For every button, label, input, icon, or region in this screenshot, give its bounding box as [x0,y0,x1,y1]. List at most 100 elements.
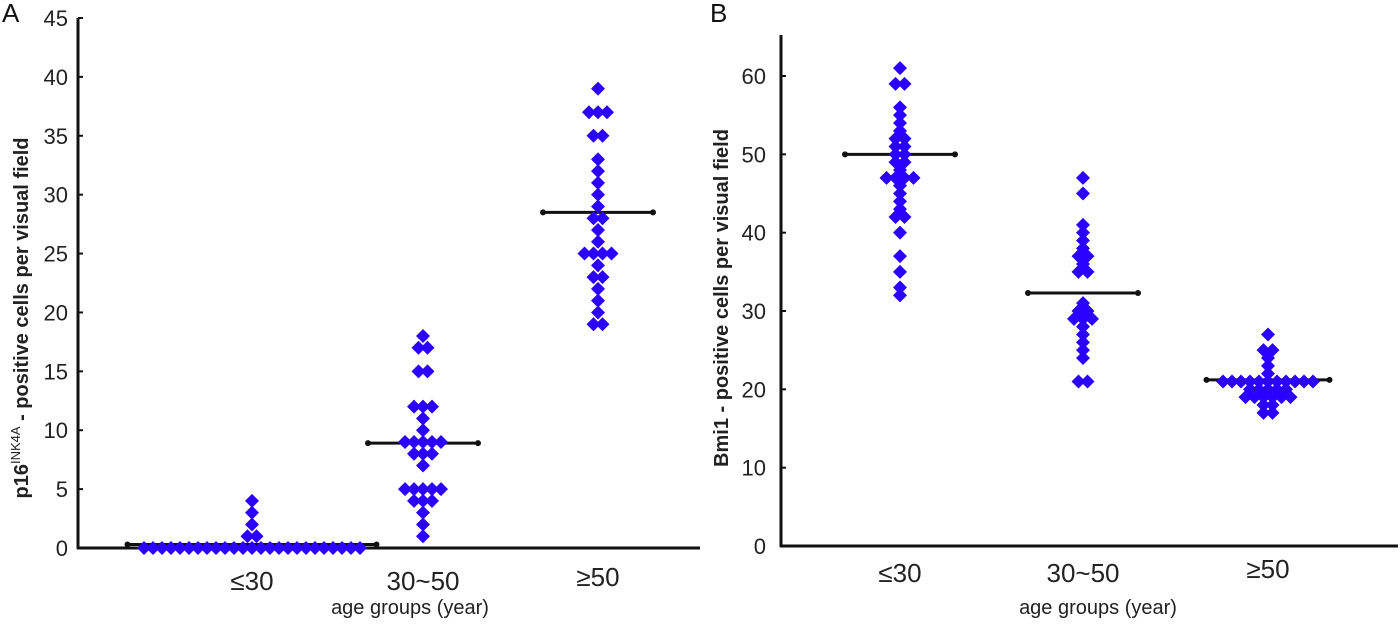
data-point [1265,398,1280,412]
data-point [245,505,259,520]
data-point [434,482,448,497]
data-point [591,199,605,214]
data-point [353,541,367,555]
data-point [1085,311,1099,326]
data-point [1076,343,1090,358]
data-point [1234,374,1248,389]
data-point [893,194,907,209]
data-point [1247,390,1262,405]
data-point [182,541,196,555]
data-point [1076,351,1090,365]
y-tick-label: 5 [56,477,68,502]
data-point [254,541,268,555]
data-point [591,281,605,296]
data-point [591,164,605,179]
mean-line-cap [1203,376,1210,383]
x-category-label: 30~50 [1046,558,1119,588]
data-point [591,258,605,273]
data-point [591,152,605,167]
data-point [893,116,907,130]
data-point [591,223,605,237]
data-point [416,458,430,473]
data-point [420,340,435,355]
data-point [416,517,430,532]
x-category-label: ≤30 [230,566,273,596]
data-point [1071,264,1086,279]
data-point [893,249,907,264]
data-point [595,270,610,285]
data-point [1080,264,1095,279]
data-point [164,541,178,555]
data-point [227,541,241,555]
mean-line-cap [1025,289,1031,296]
data-point [1243,374,1257,389]
data-point [897,76,912,91]
data-point [888,131,903,146]
data-point [897,139,912,154]
data-point [416,446,430,461]
data-point [245,493,259,508]
data-point [416,329,430,343]
data-point [1274,390,1289,405]
data-point [245,517,259,532]
data-point [591,293,605,308]
data-point [317,541,331,555]
mean-line-cap [124,541,131,548]
data-point [137,541,151,555]
data-point [1265,390,1280,405]
data-point [155,541,169,555]
data-point [407,493,421,508]
data-point [595,246,610,261]
mean-line-cap [1135,289,1141,296]
data-point [1297,374,1311,389]
data-point [218,541,232,555]
mean-line-cap [373,541,380,548]
data-point [1261,366,1275,381]
data-point [1076,311,1090,326]
y-tick-label: 30 [742,299,766,324]
data-point [1076,186,1090,201]
mean-line-cap [475,440,481,447]
data-point [1076,233,1090,248]
data-point [245,541,259,555]
y-tick-label: 20 [44,300,68,325]
data-point [146,541,160,555]
data-point [407,435,421,449]
data-point [897,131,912,146]
data-point [425,493,439,508]
data-point [586,211,601,226]
data-point [591,234,605,249]
mean-line-cap [650,209,656,216]
data-point [893,225,907,240]
data-point [893,264,907,279]
data-point [595,317,610,332]
data-point [411,340,426,355]
data-point [173,541,187,555]
data-point [604,246,619,261]
data-point [398,482,412,497]
data-point [591,81,605,96]
y-tick-label: 40 [742,221,766,246]
y-axis-title-b: Bmi1 - positive cells per visual field [711,129,733,467]
data-point [1238,390,1253,405]
y-tick-label: 50 [742,142,766,167]
data-point [600,105,614,120]
mean-line-cap [842,151,848,158]
data-point [1270,374,1284,389]
panel-a: A p16INK4A - positive cells per visual f… [2,0,700,619]
data-point [595,128,610,143]
data-point [416,423,430,438]
panel-letter-b: B [710,0,727,28]
x-category-label: 30~50 [386,566,459,596]
y-tick-label: 35 [44,124,68,149]
data-point [897,210,912,224]
data-point [416,529,430,544]
y-tick-label: 0 [56,536,68,561]
data-point [906,170,921,185]
data-point [420,364,435,379]
data-point [1076,327,1090,342]
data-point [416,493,430,508]
x-axis-title-b: age groups (year) [1019,597,1177,619]
data-point [586,246,601,261]
data-point [893,280,907,295]
